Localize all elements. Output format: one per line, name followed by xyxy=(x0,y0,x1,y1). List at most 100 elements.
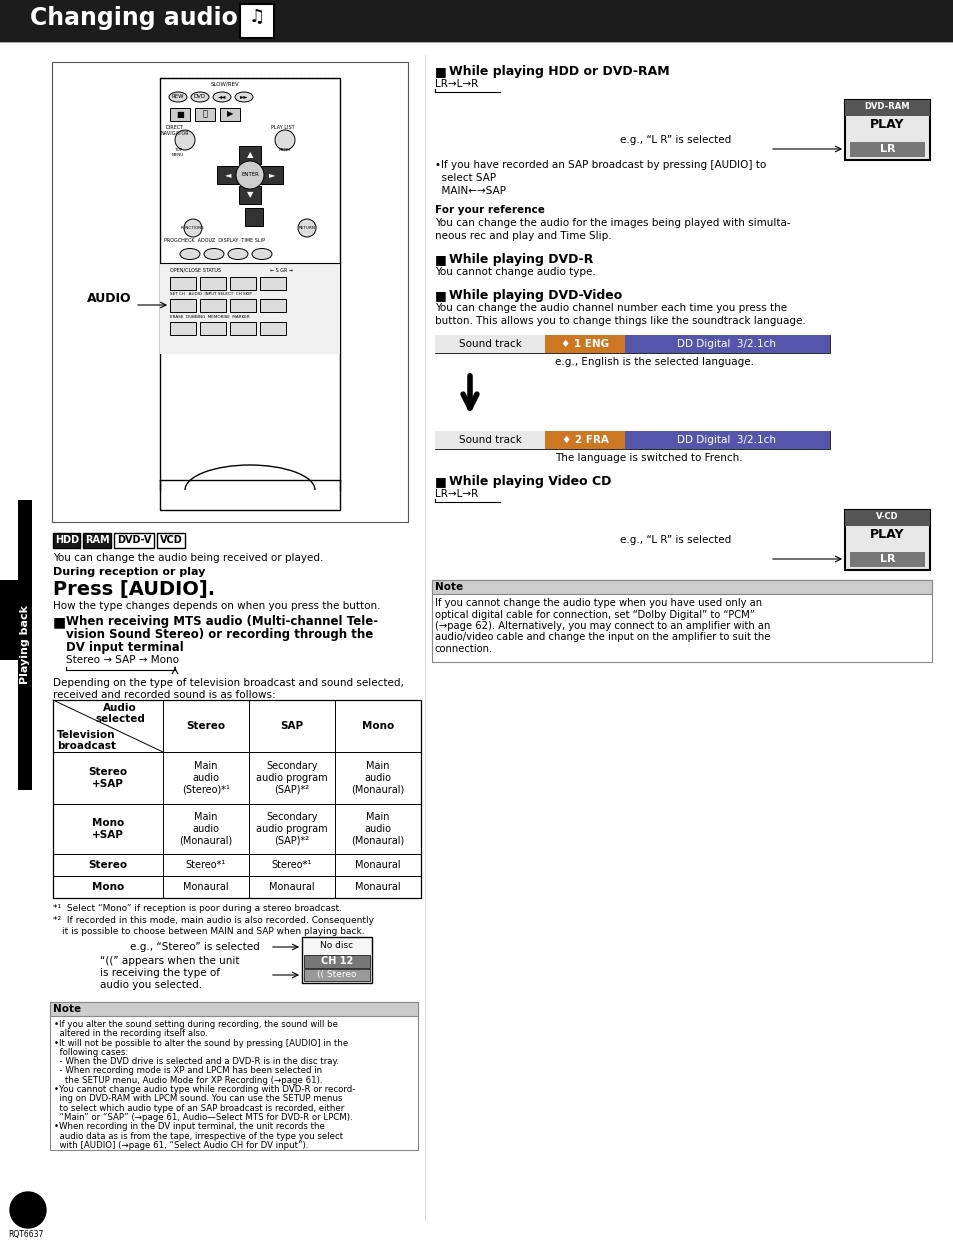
Text: AUDIO: AUDIO xyxy=(87,292,132,304)
Bar xyxy=(260,277,286,290)
Text: “Main” or “SAP” (→page 61, Audio—Select MTS for DVD-R or LPCM).: “Main” or “SAP” (→page 61, Audio—Select … xyxy=(54,1113,353,1122)
Bar xyxy=(260,299,286,311)
Text: it is possible to choose between MAIN and SAP when playing back.: it is possible to choose between MAIN an… xyxy=(62,927,364,936)
Bar xyxy=(230,299,255,311)
Text: •If you have recorded an SAP broadcast by pressing [AUDIO] to: •If you have recorded an SAP broadcast b… xyxy=(435,160,765,170)
Text: Secondary
audio program
(SAP)*²: Secondary audio program (SAP)*² xyxy=(256,813,328,845)
Text: You can change the audio channel number each time you press the: You can change the audio channel number … xyxy=(435,303,786,313)
Text: - When recording mode is XP and LPCM has been selected in: - When recording mode is XP and LPCM has… xyxy=(54,1066,322,1076)
Bar xyxy=(18,500,32,791)
Text: ■: ■ xyxy=(435,289,446,302)
Ellipse shape xyxy=(191,92,209,102)
Bar xyxy=(239,186,261,204)
Text: audio/video cable and change the input on the amplifier to suit the: audio/video cable and change the input o… xyxy=(435,633,770,643)
Text: •If you alter the sound setting during recording, the sound will be: •If you alter the sound setting during r… xyxy=(54,1020,337,1029)
Bar xyxy=(624,335,829,352)
Text: ■: ■ xyxy=(53,616,66,629)
Text: *¹  Select “Mono” if reception is poor during a stereo broadcast.: *¹ Select “Mono” if reception is poor du… xyxy=(53,903,341,913)
Bar xyxy=(624,431,829,449)
Bar xyxy=(160,78,339,510)
Text: e.g., “L R” is selected: e.g., “L R” is selected xyxy=(619,535,731,545)
Text: Playing back: Playing back xyxy=(20,606,30,685)
Text: Sound track: Sound track xyxy=(458,436,521,446)
Bar xyxy=(50,1001,417,1150)
Text: Mono: Mono xyxy=(361,721,394,731)
Text: ERASE  DUBBING  MEMORISE  MARKER: ERASE DUBBING MEMORISE MARKER xyxy=(170,315,250,319)
Bar xyxy=(200,321,226,335)
Text: Stereo: Stereo xyxy=(89,860,128,870)
Bar xyxy=(0,580,18,660)
Text: During reception or play: During reception or play xyxy=(53,567,205,577)
Bar xyxy=(245,208,263,226)
Text: ing on DVD-RAM with LPCM sound. You can use the SETUP menus: ing on DVD-RAM with LPCM sound. You can … xyxy=(54,1095,342,1103)
Bar xyxy=(52,62,408,522)
Text: You can change the audio being received or played.: You can change the audio being received … xyxy=(53,553,323,563)
Text: Stereo*¹: Stereo*¹ xyxy=(186,860,226,870)
Text: Monaural: Monaural xyxy=(355,860,400,870)
Text: received and recorded sound is as follows:: received and recorded sound is as follow… xyxy=(53,690,275,700)
Text: HDD: HDD xyxy=(54,535,79,545)
Text: ►: ► xyxy=(269,170,275,180)
Text: •You cannot change audio type while recording with DVD-R or record-: •You cannot change audio type while reco… xyxy=(54,1085,355,1095)
Bar xyxy=(230,277,255,290)
Text: Audio: Audio xyxy=(103,702,136,714)
Text: DD Digital  3/2.1ch: DD Digital 3/2.1ch xyxy=(677,339,776,349)
Text: ►►: ►► xyxy=(239,94,248,99)
Text: SET CH   AUDIO  INPUT SELECT  CH SKIP: SET CH AUDIO INPUT SELECT CH SKIP xyxy=(170,292,252,297)
Text: neous rec and play and Time Slip.: neous rec and play and Time Slip. xyxy=(435,231,611,241)
Text: connection.: connection. xyxy=(435,644,493,654)
Circle shape xyxy=(174,130,194,150)
Text: OPEN/CLOSE STATUS: OPEN/CLOSE STATUS xyxy=(170,268,221,273)
Text: Main
audio
(Monaural): Main audio (Monaural) xyxy=(179,813,233,845)
Text: altered in the recording itself also.: altered in the recording itself also. xyxy=(54,1029,208,1039)
Bar xyxy=(260,321,286,335)
Text: LR→L→R: LR→L→R xyxy=(435,79,477,89)
Text: PLAY LIST: PLAY LIST xyxy=(271,125,294,130)
Ellipse shape xyxy=(213,92,231,102)
Text: Monaural: Monaural xyxy=(355,882,400,892)
Text: DV input terminal: DV input terminal xyxy=(66,642,184,654)
Bar xyxy=(170,321,195,335)
Bar xyxy=(435,431,544,449)
Text: No disc: No disc xyxy=(320,941,354,951)
Text: DVD: DVD xyxy=(193,94,206,99)
Text: optical digital cable for connection, set “Dolby Digital” to “PCM”: optical digital cable for connection, se… xyxy=(435,609,754,619)
Text: ■: ■ xyxy=(435,65,446,78)
Text: VCD: VCD xyxy=(160,535,182,545)
Text: Monaural: Monaural xyxy=(269,882,314,892)
Text: MAIN←→SAP: MAIN←→SAP xyxy=(435,186,505,196)
Text: e.g., “L R” is selected: e.g., “L R” is selected xyxy=(619,135,731,145)
Text: How the type changes depends on when you press the button.: How the type changes depends on when you… xyxy=(53,601,380,611)
Text: Main
audio
(Stereo)*¹: Main audio (Stereo)*¹ xyxy=(182,762,230,794)
Text: While playing HDD or DVD-RAM: While playing HDD or DVD-RAM xyxy=(449,65,669,78)
Bar xyxy=(160,264,339,354)
Text: You can change the audio for the images being played with simulta-: You can change the audio for the images … xyxy=(435,218,790,228)
Bar xyxy=(304,956,370,968)
Bar xyxy=(849,141,924,158)
Bar xyxy=(844,101,929,160)
Circle shape xyxy=(235,161,264,189)
Bar xyxy=(844,101,929,115)
Text: Secondary
audio program
(SAP)*²: Secondary audio program (SAP)*² xyxy=(256,762,328,794)
Text: PROGCHECK  ADOUZ  DISPLAY  TIME SLIP: PROGCHECK ADOUZ DISPLAY TIME SLIP xyxy=(164,238,265,243)
Bar xyxy=(170,277,195,290)
Bar xyxy=(261,166,283,184)
Text: ♦ 2 FRA: ♦ 2 FRA xyxy=(561,436,608,446)
Bar xyxy=(194,108,214,122)
Text: ▲: ▲ xyxy=(247,150,253,160)
Bar xyxy=(170,299,195,311)
Text: MENU: MENU xyxy=(278,148,291,151)
Ellipse shape xyxy=(180,248,200,259)
Text: “((” appears when the unit: “((” appears when the unit xyxy=(100,956,239,965)
Ellipse shape xyxy=(228,248,248,259)
Circle shape xyxy=(10,1193,46,1229)
Text: select SAP: select SAP xyxy=(435,172,496,182)
Text: DVD-RAM: DVD-RAM xyxy=(863,102,909,110)
Text: is receiving the type of: is receiving the type of xyxy=(100,968,220,978)
Text: RAM: RAM xyxy=(85,535,110,545)
Circle shape xyxy=(274,130,294,150)
Text: LR: LR xyxy=(879,553,894,563)
Text: LR: LR xyxy=(879,144,894,154)
Bar xyxy=(240,4,274,38)
Text: For your reference: For your reference xyxy=(435,205,544,215)
